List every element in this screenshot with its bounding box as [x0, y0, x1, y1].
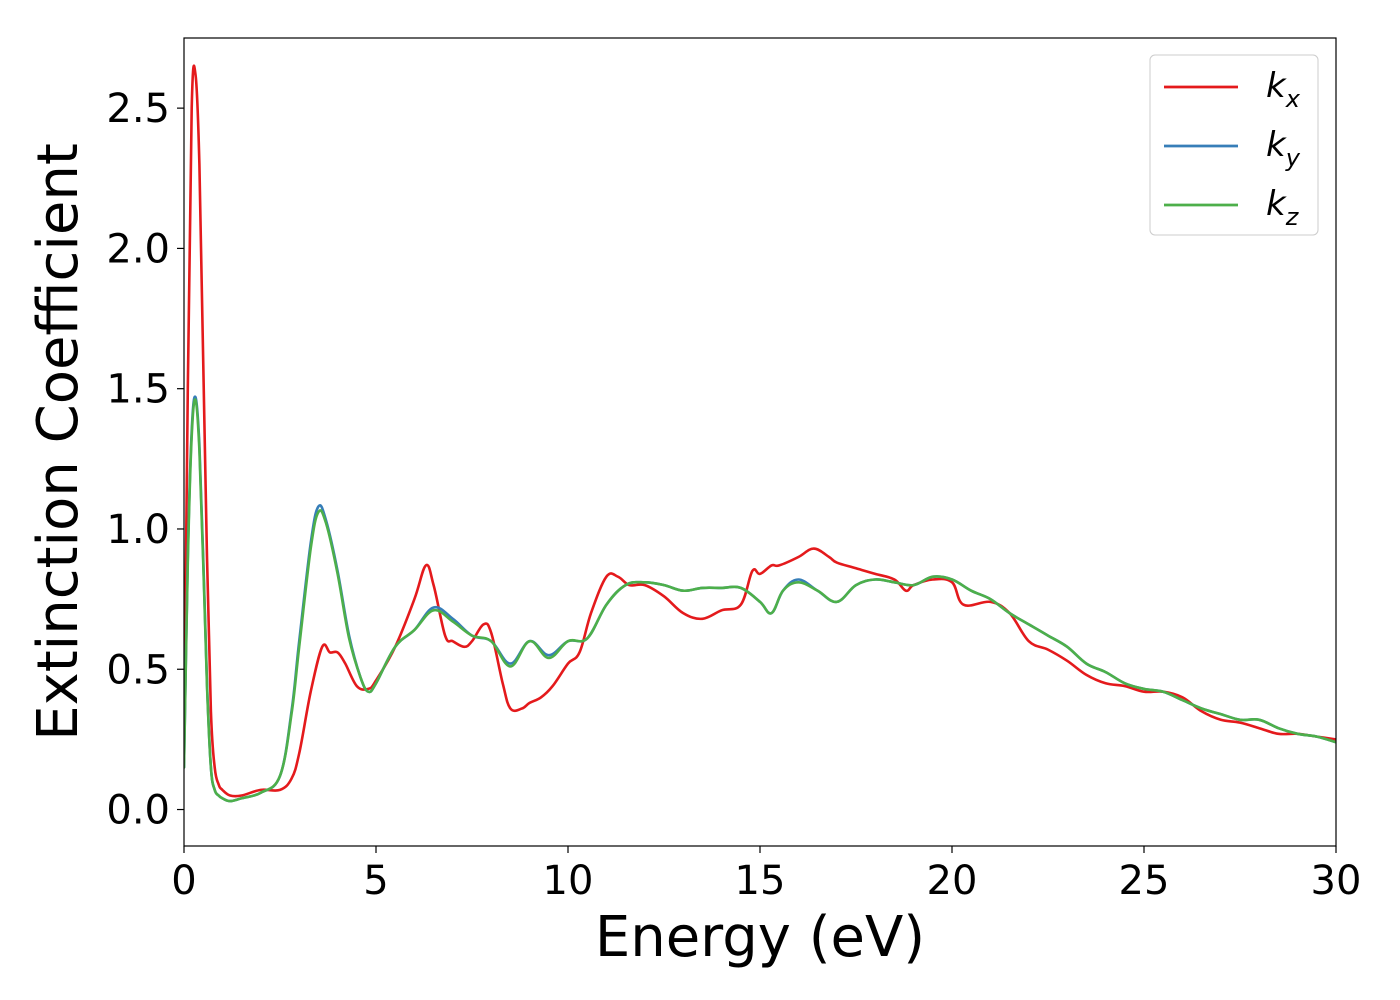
- y-tick-label: 1.0: [106, 507, 170, 553]
- x-tick-label: 25: [1119, 858, 1170, 904]
- plot-area: [184, 38, 1336, 846]
- y-tick-label: 1.5: [106, 367, 170, 413]
- legend-subscript: z: [1285, 203, 1300, 231]
- y-tick-label: 2.0: [106, 226, 170, 272]
- y-tick-label: 0.5: [106, 647, 170, 693]
- x-axis-title: Energy (eV): [595, 905, 925, 970]
- legend-subscript: x: [1285, 85, 1301, 113]
- x-axis: 0 5 10 15 20 25 30: [171, 846, 1361, 904]
- x-tick-label: 10: [543, 858, 594, 904]
- x-tick-label: 15: [735, 858, 786, 904]
- legend-subscript: y: [1285, 144, 1301, 172]
- x-tick-label: 20: [927, 858, 978, 904]
- y-axis-title: Extinction Coefficient: [26, 143, 91, 741]
- y-axis: 0.0 0.5 1.0 1.5 2.0 2.5: [106, 86, 184, 834]
- y-tick-label: 0.0: [106, 788, 170, 834]
- x-tick-label: 0: [171, 858, 196, 904]
- series-layer: [184, 64, 1336, 803]
- x-tick-label: 5: [363, 858, 388, 904]
- y-tick-label: 2.5: [106, 86, 170, 132]
- series-line-kx: [184, 64, 1336, 798]
- series-line-kz: [184, 398, 1336, 803]
- x-tick-label: 30: [1311, 858, 1362, 904]
